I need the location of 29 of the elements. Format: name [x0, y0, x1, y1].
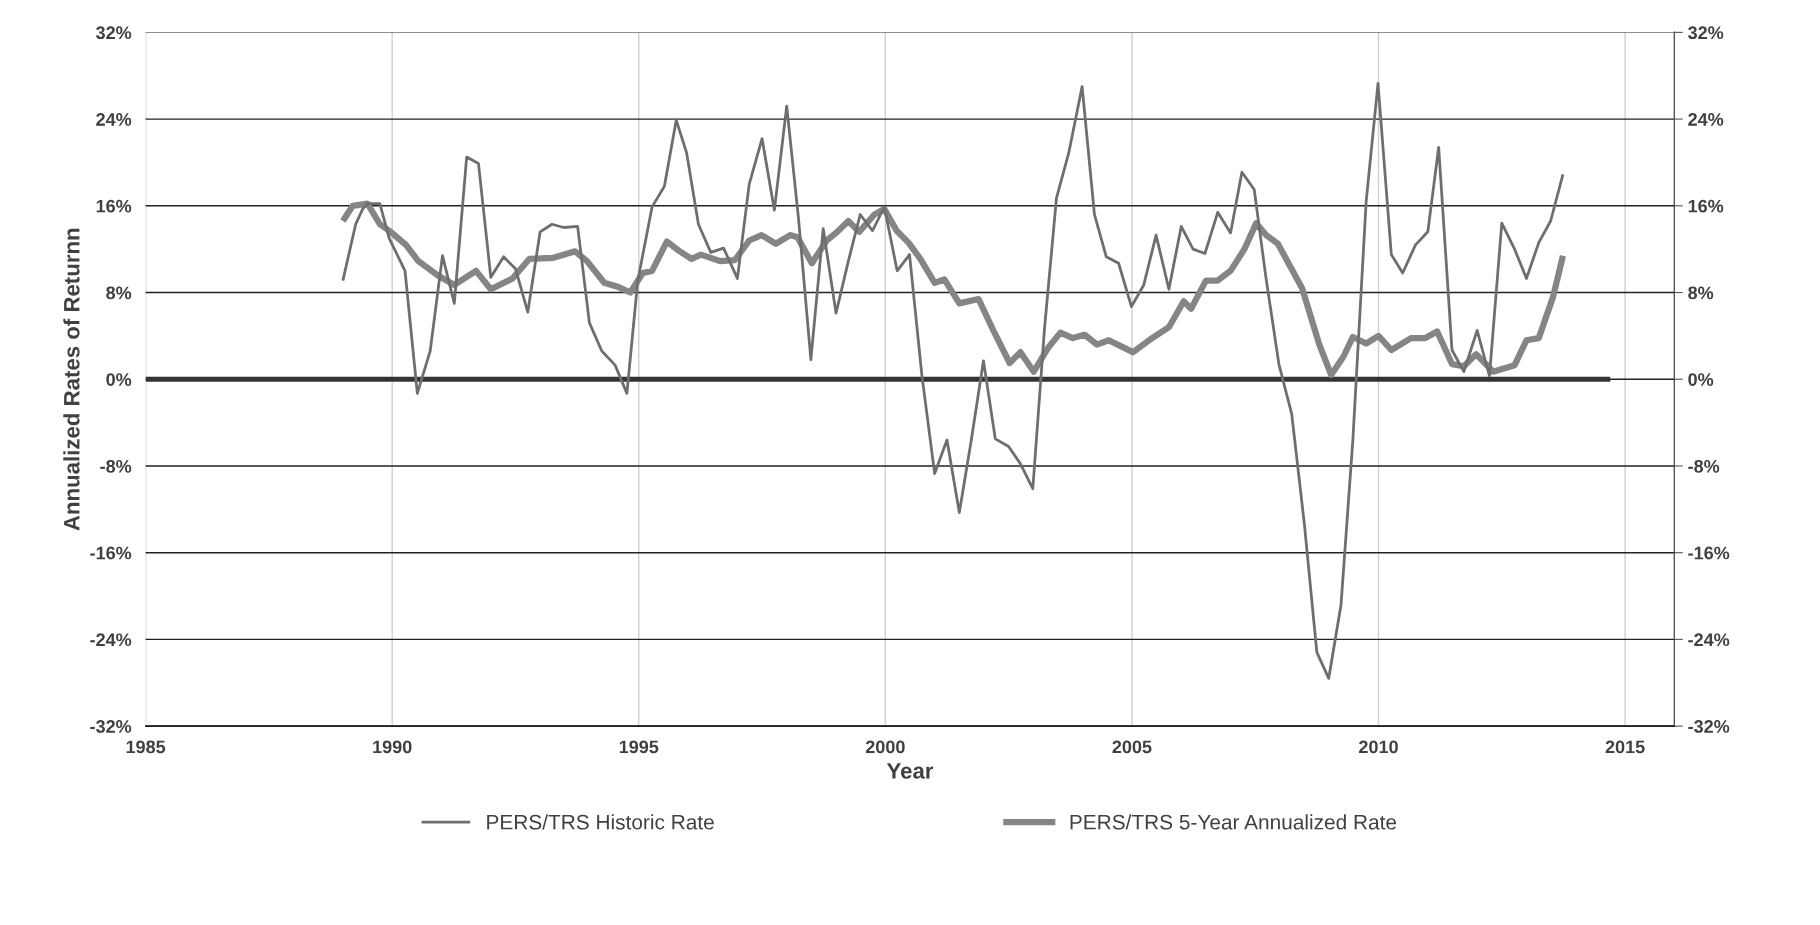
x-tick-label: 2015	[1605, 740, 1645, 754]
y-tick-label: 8%	[106, 286, 132, 300]
y-tick-label: -32%	[90, 720, 132, 733]
y2-tick-label: 8%	[1688, 286, 1714, 300]
x-tick-label: 2010	[1359, 740, 1398, 754]
x-tick-label: 1990	[373, 740, 412, 754]
y-tick-label: -24%	[90, 633, 132, 647]
y2-tick-label: -8%	[1688, 459, 1720, 473]
y2-tick-label: -32%	[1688, 720, 1730, 733]
y-tick-label: 0%	[106, 373, 132, 386]
y-tick-label: 32%	[95, 26, 132, 40]
x-axis-title: Year	[886, 763, 934, 779]
legend-label: PERS/TRS 5-Year Annualized Rate	[1070, 814, 1397, 830]
y-tick-label: -16%	[90, 546, 132, 560]
y2-tick-label: -16%	[1688, 546, 1730, 560]
y2-tick-label: 24%	[1688, 113, 1724, 126]
x-tick-label: 2005	[1112, 740, 1152, 754]
legend-label: PERS/TRS Historic Rate	[487, 814, 714, 830]
y-tick-label: 16%	[96, 199, 132, 213]
y-axis-title: Annualized Rates of Returnn	[63, 228, 80, 531]
x-tick-label: 1995	[619, 740, 659, 754]
y2-tick-label: 16%	[1688, 199, 1724, 213]
x-tick-label: 2000	[865, 740, 905, 754]
y2-tick-label: 0%	[1688, 373, 1714, 386]
x-tick-label: 1985	[126, 740, 166, 754]
y-tick-label: 24%	[96, 113, 132, 126]
y-tick-label: -8%	[100, 459, 132, 473]
y2-tick-label: -24%	[1688, 633, 1730, 647]
y2-tick-label: 32%	[1688, 26, 1724, 40]
